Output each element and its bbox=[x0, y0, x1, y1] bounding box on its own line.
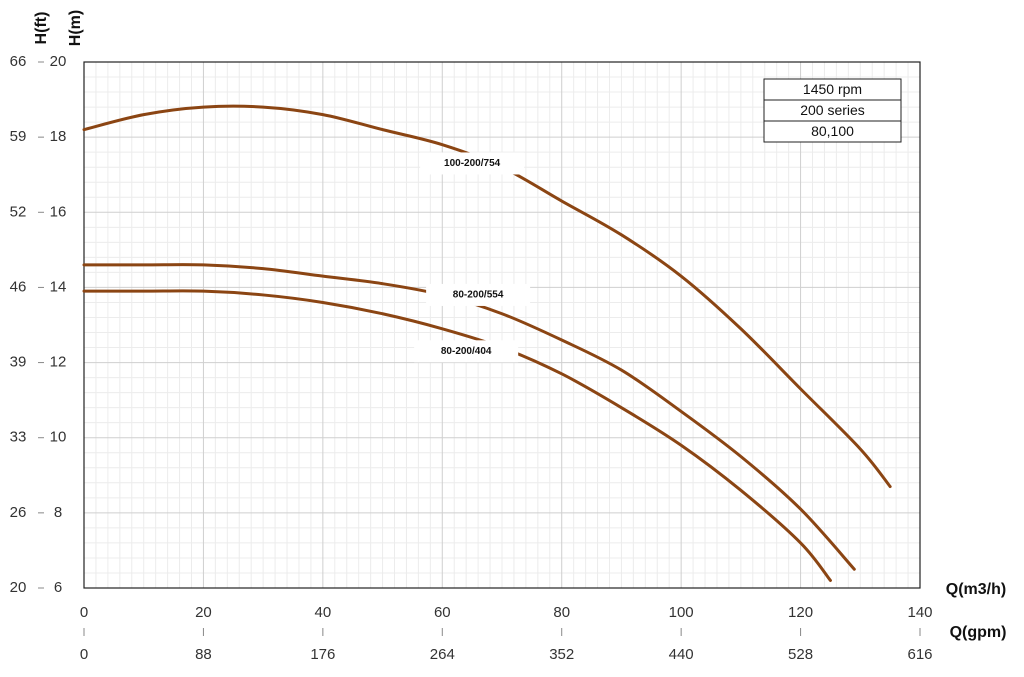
y-tick-label-ft: 52 bbox=[10, 203, 27, 220]
pump-curve-100-200/754 bbox=[82, 104, 892, 489]
y-tick-label-m: 6 bbox=[54, 579, 62, 596]
y-tick-label-ft: 59 bbox=[10, 128, 27, 145]
x-tick-label-m3h: 120 bbox=[788, 604, 813, 621]
x-tick-label-gpm: 616 bbox=[907, 646, 932, 663]
y-tick-label-ft: 39 bbox=[10, 354, 27, 371]
curve-label-background bbox=[420, 152, 525, 175]
pump-curve-80-200/554 bbox=[82, 263, 856, 571]
y-axis-title-ft: H(ft) bbox=[33, 12, 50, 45]
legend-box: 1450 rpm 200 series 80,100 bbox=[763, 78, 902, 143]
y-tick-label-m: 18 bbox=[50, 128, 67, 145]
x-tick-label-gpm: 88 bbox=[195, 646, 212, 663]
y-tick-label-ft: 66 bbox=[10, 53, 27, 70]
y-tick-label-m: 14 bbox=[50, 278, 67, 295]
legend-entry: 200 series bbox=[800, 102, 865, 118]
y-tick-label-m: 20 bbox=[50, 53, 67, 70]
y-tick-label-m: 16 bbox=[50, 203, 67, 220]
y-axis-ticks: 6 20 8 26 10 33 12 39 14 46 16 52 18 59 20 66 bbox=[10, 53, 67, 596]
y-tick-label-m: 12 bbox=[50, 354, 67, 371]
x-tick-label-gpm: 352 bbox=[549, 646, 574, 663]
legend-entry: 80,100 bbox=[811, 123, 854, 139]
x-tick-label-m3h: 40 bbox=[315, 604, 332, 621]
x-tick-label-m3h: 60 bbox=[434, 604, 451, 621]
x-tick-label-m3h: 80 bbox=[553, 604, 570, 621]
x-tick-label-gpm: 528 bbox=[788, 646, 813, 663]
y-tick-label-ft: 20 bbox=[10, 579, 27, 596]
plot-area bbox=[83, 61, 921, 589]
x-tick-label-gpm: 440 bbox=[669, 646, 694, 663]
x-tick-label-gpm: 264 bbox=[430, 646, 455, 663]
y-tick-label-ft: 46 bbox=[10, 278, 27, 295]
curve-label-background bbox=[426, 283, 531, 306]
y-tick-label-ft: 26 bbox=[10, 504, 27, 521]
curve-label: 80-200/404 bbox=[441, 346, 492, 357]
x-tick-label-m3h: 140 bbox=[907, 604, 932, 621]
curve-labels: 100-200/754 80-200/554 80-200/404 bbox=[414, 152, 531, 363]
legend-cell bbox=[763, 120, 902, 143]
curve-label-background bbox=[414, 340, 519, 363]
x-axis-title-m3h: Q(m3/h) bbox=[946, 581, 1006, 598]
pump-curve-80-200/404 bbox=[82, 289, 832, 582]
y-tick-label-m: 10 bbox=[50, 429, 67, 446]
y-tick-label-ft: 33 bbox=[10, 429, 27, 446]
curve-label: 100-200/754 bbox=[444, 158, 501, 169]
x-tick-label-m3h: 20 bbox=[195, 604, 212, 621]
x-tick-label-m3h: 0 bbox=[80, 604, 88, 621]
y-axis-title-m: H(m) bbox=[67, 10, 84, 46]
x-tick-label-gpm: 176 bbox=[310, 646, 335, 663]
x-tick-label-gpm: 0 bbox=[80, 646, 88, 663]
curve-label: 80-200/554 bbox=[453, 290, 504, 301]
x-tick-label-m3h: 100 bbox=[669, 604, 694, 621]
y-tick-label-m: 8 bbox=[54, 504, 62, 521]
x-axis-ticks: 0 0 20 88 40 176 60 264 80 352 100 440 120 528 140 616 bbox=[80, 604, 933, 663]
legend-entry: 1450 rpm bbox=[803, 81, 862, 97]
minor-grid bbox=[84, 62, 920, 588]
x-axis-title-gpm: Q(gpm) bbox=[950, 624, 1007, 641]
